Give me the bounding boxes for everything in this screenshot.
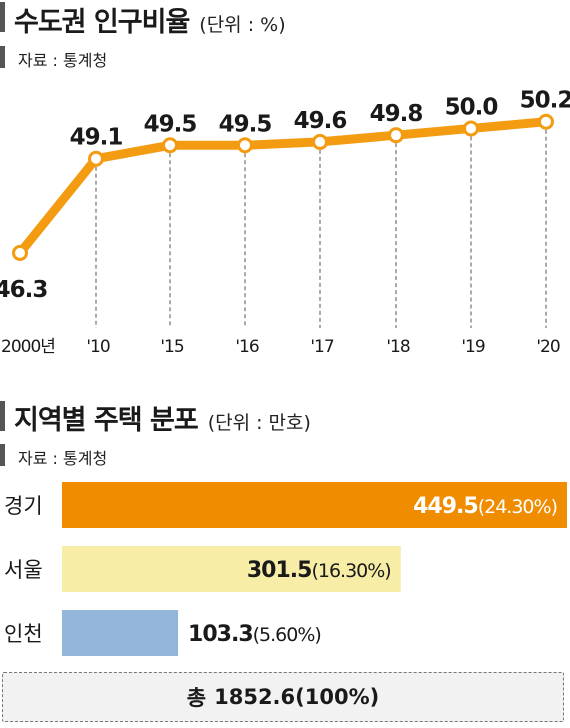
data-point: [388, 127, 404, 144]
bar-value-number: 449.5: [413, 494, 478, 519]
x-tick-label: '17: [310, 337, 333, 357]
line-chart-source: 자료 : 통계청: [18, 51, 108, 70]
x-tick-label: '16: [235, 337, 258, 357]
category-label: 서울: [4, 558, 43, 582]
data-value-label: 49.8: [370, 101, 423, 127]
line-source-bar: [0, 46, 5, 68]
line-chart-unit: (단위 : %): [199, 14, 286, 36]
bar-value-number: 301.5: [247, 558, 312, 583]
data-point: [162, 137, 178, 154]
bar-value-percent: (24.30%): [478, 496, 557, 518]
category-label: 경기: [4, 494, 43, 518]
category-label: 인천: [4, 622, 43, 646]
data-value-label: 46.3: [0, 277, 47, 303]
bar-section-title-bar: [0, 401, 5, 431]
data-point: [463, 120, 479, 137]
series-line: [15, 117, 551, 258]
housing-distribution-bar-chart: 경기 449.5(24.30%) 서울 301.5(16.30%) 인천 103.3(5.…: [4, 482, 567, 656]
data-value-label: 49.5: [219, 111, 272, 137]
bar: [62, 610, 179, 656]
population-ratio-line-chart: 46.3 49.1 49.5 49.5 49.6 49.8 50.0 50.2 2000년 '10…: [0, 88, 570, 357]
x-tick-label: '15: [160, 337, 183, 357]
x-tick-label: '18: [386, 337, 409, 357]
x-tick-label: '20: [536, 337, 559, 357]
bar-value-number: 103.3: [188, 622, 253, 647]
bar-value-percent: (16.30%): [311, 560, 390, 582]
bar-value-label: 103.3(5.60%): [188, 622, 321, 647]
total-label: 총: [186, 686, 207, 710]
bar: [62, 546, 401, 592]
bar-source-bar: [0, 444, 5, 466]
data-point: [88, 150, 104, 167]
line-section-title-bar: [0, 2, 5, 32]
bar-value-label: 301.5(16.30%): [247, 558, 391, 583]
bar-value-percent: (5.60%): [253, 624, 321, 646]
line-chart-title: 수도권 인구비율: [14, 7, 190, 38]
bar-chart-title: 지역별 주택 분포: [14, 405, 199, 436]
data-value-label: 50.2: [520, 88, 570, 114]
total-box: 총 1852.6(100%): [2, 672, 564, 722]
line-section-header: 수도권 인구비율 (단위 : %): [14, 0, 286, 39]
bar-chart-unit: (단위 : 만호): [207, 412, 311, 434]
data-point: [312, 133, 328, 150]
data-point: [237, 137, 253, 154]
data-value-label: 49.5: [144, 111, 197, 137]
bar-value-label: 449.5(24.30%): [413, 494, 557, 519]
data-value-label: 49.1: [70, 125, 123, 151]
total-value: 1852.6(100%): [214, 685, 380, 709]
data-point: [538, 113, 554, 130]
bar-section-header: 지역별 주택 분포 (단위 : 만호): [14, 398, 311, 437]
x-tick-label: '10: [86, 337, 109, 357]
bar: [62, 482, 567, 528]
x-tick-label: 2000년: [1, 337, 55, 357]
data-value-label: 49.6: [294, 108, 347, 134]
bar-chart-source: 자료 : 통계청: [18, 449, 108, 468]
data-value-label: 50.0: [445, 94, 498, 120]
x-tick-label: '19: [461, 337, 484, 357]
data-point: [12, 244, 28, 261]
